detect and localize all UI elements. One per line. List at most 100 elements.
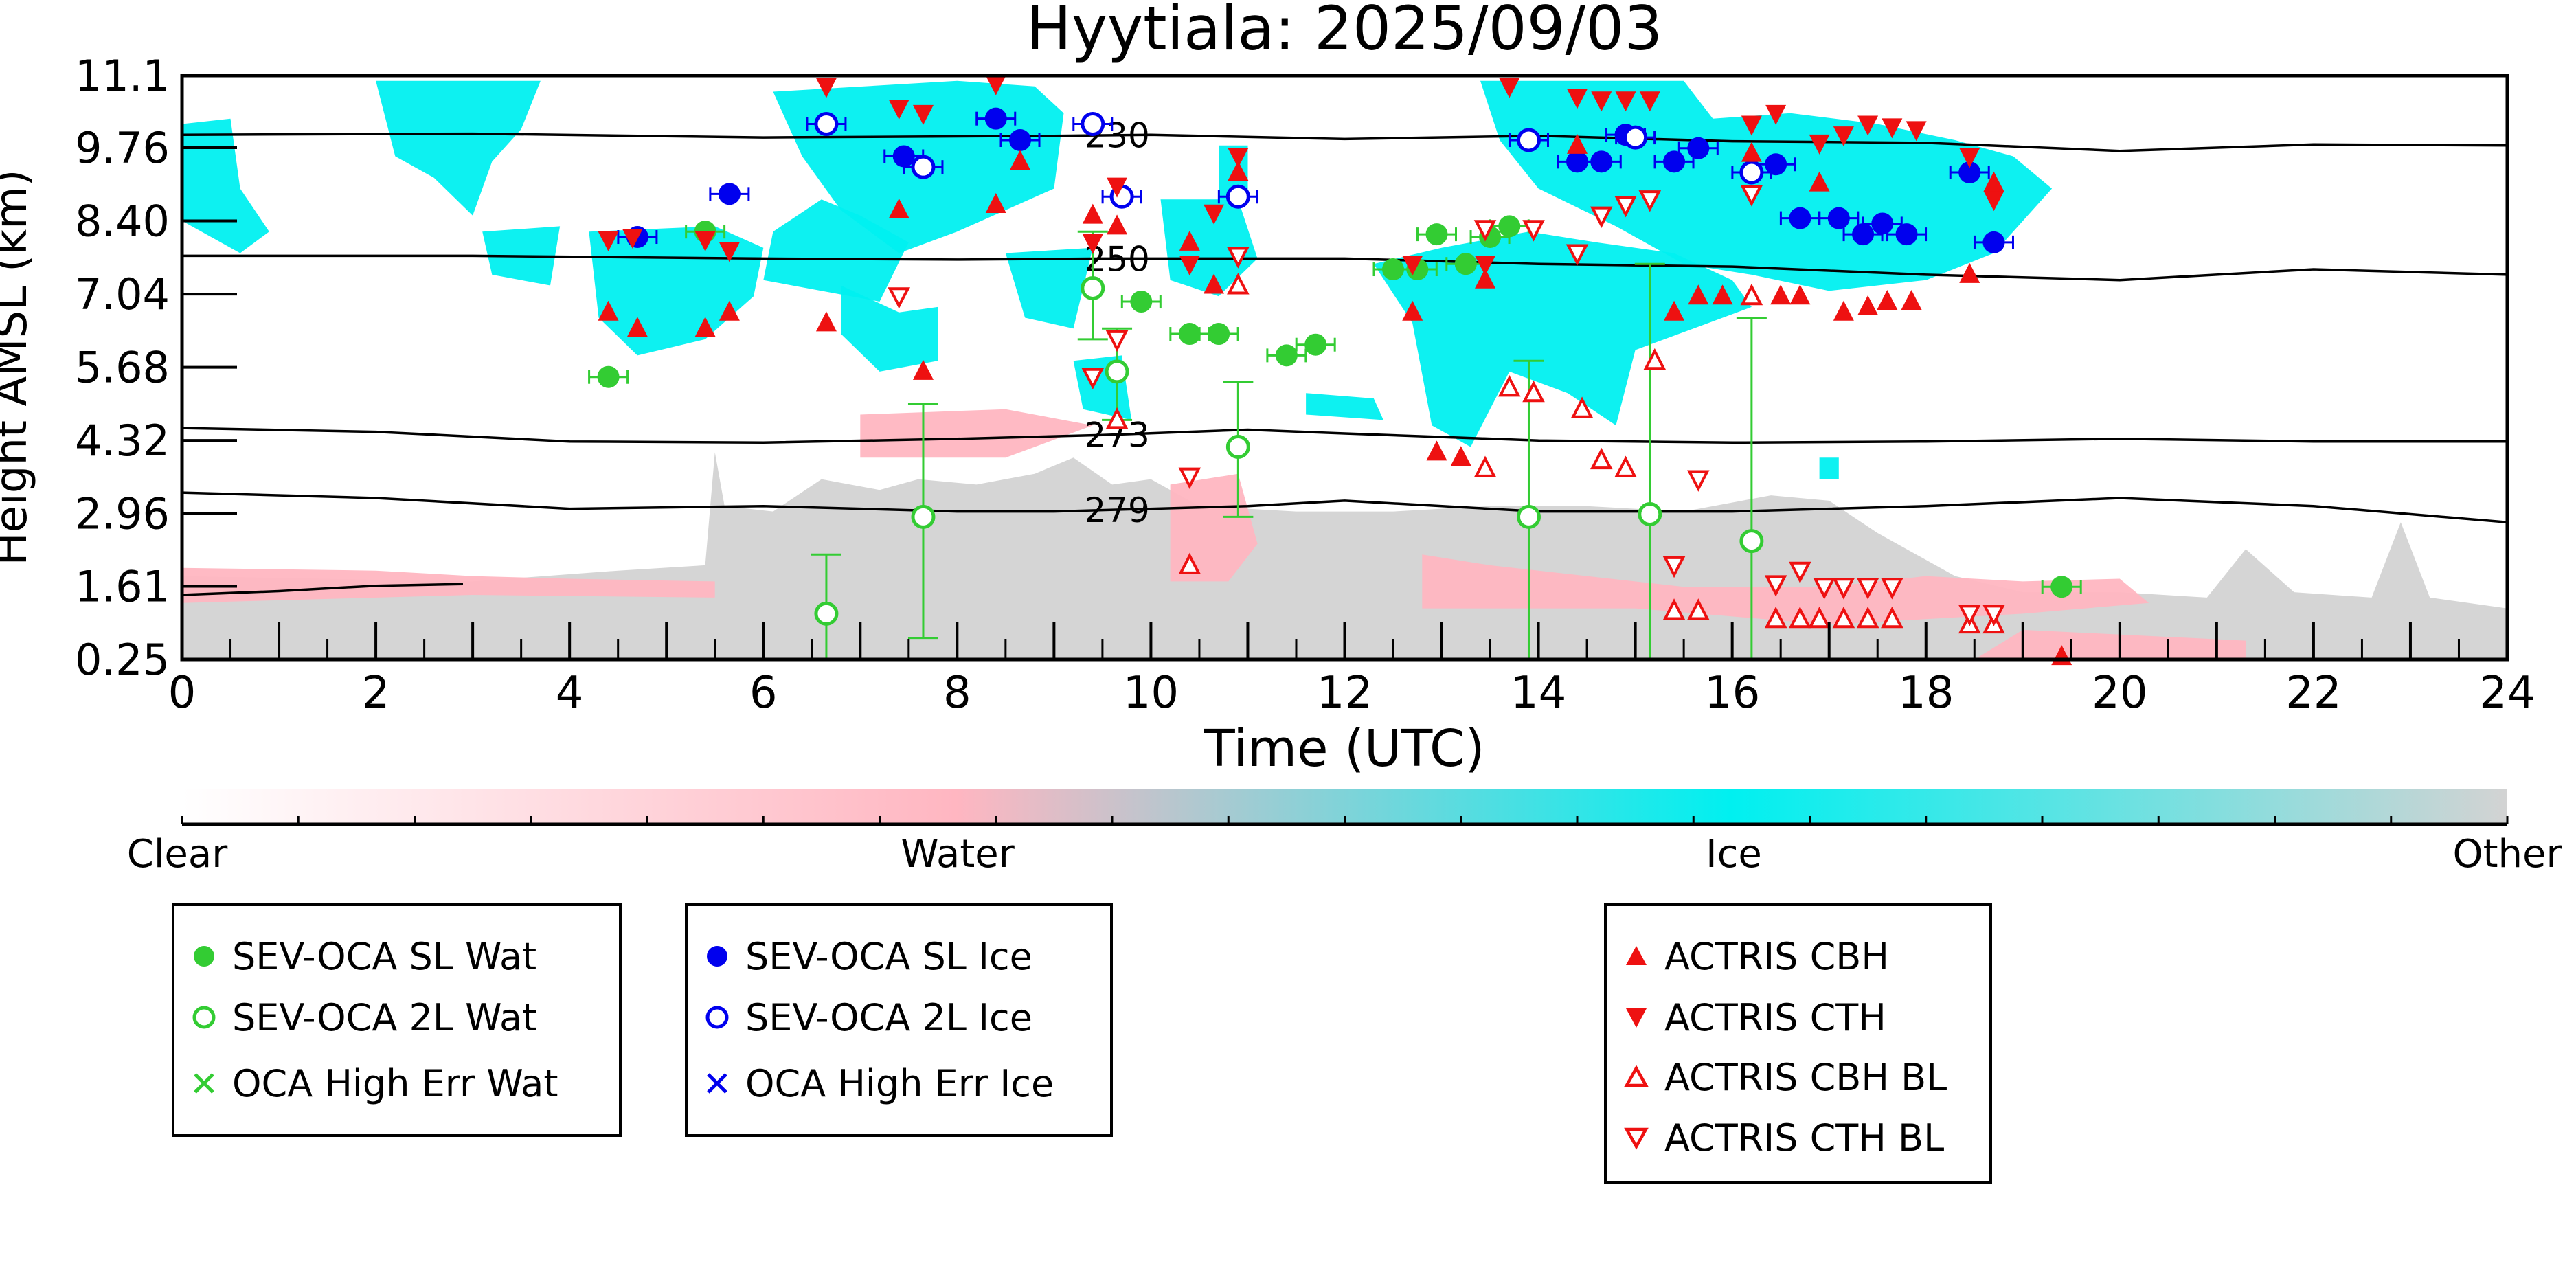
x-tick-label: 14	[1511, 668, 1566, 719]
marker-filled-circle	[1130, 291, 1153, 313]
marker-filled-circle	[1871, 212, 1894, 235]
marker-filled-circle	[1178, 323, 1201, 346]
legend-entry: OCA High Err Ice	[703, 1062, 1054, 1105]
marker-open-triangle-down	[888, 287, 911, 309]
marker-triangle-up	[1567, 133, 1588, 154]
marker-triangle-down	[1882, 118, 1903, 139]
marker-triangle-down	[985, 75, 1006, 95]
legend-label: SEV-OCA SL Ice	[745, 934, 1032, 978]
x-tick-label: 12	[1317, 668, 1372, 719]
contour-line	[182, 583, 464, 596]
marker-filled-circle	[1982, 231, 2005, 253]
marker-triangle-down	[1765, 104, 1787, 125]
marker-triangle-down	[1107, 177, 1128, 198]
marker-triangle-up	[694, 317, 716, 337]
legend-label: OCA High Err Wat	[232, 1061, 558, 1105]
marker-open-circle	[1516, 128, 1541, 152]
marker-triangle-up	[985, 193, 1006, 214]
marker-triangle-up	[1688, 284, 1709, 305]
marker-filled-circle	[1789, 207, 1811, 229]
marker-open-triangle-up	[1105, 407, 1129, 429]
colorbar-label-other: Other	[2452, 832, 2562, 877]
phase-region-ice	[1306, 393, 1383, 420]
open-triangle-up-icon	[1624, 1065, 1649, 1087]
marker-filled-circle	[1454, 253, 1477, 275]
legend-entry: ACTRIS CTH	[1622, 996, 1886, 1039]
marker-triangle-up	[626, 317, 648, 337]
marker-filled-circle	[892, 145, 915, 168]
phase-region-ice	[376, 80, 541, 216]
marker-triangle-up	[1664, 300, 1685, 321]
marker-triangle-up	[1426, 440, 1447, 461]
marker-triangle-up	[1179, 230, 1200, 251]
axes: 0 2 4 6 8 10 12 14 16 18 20 22 240.251.612.964.325.6…	[75, 51, 2535, 719]
marker-triangle-up	[1833, 300, 1854, 321]
marker-open-triangle-up	[1687, 598, 1710, 620]
marker-open-circle	[1105, 359, 1129, 384]
x-tick-label: 8	[943, 668, 971, 719]
marker-filled-circle	[1425, 223, 1448, 246]
marker-open-circle	[911, 504, 936, 529]
marker-triangle-up	[1228, 161, 1249, 181]
marker-open-circle	[1081, 275, 1105, 300]
marker-open-triangle-up	[1740, 283, 1763, 306]
contour-line	[182, 491, 2507, 523]
legend-label: SEV-OCA SL Wat	[232, 934, 537, 978]
triangle-down-icon	[1626, 1008, 1647, 1028]
x-tick-label: 0	[168, 668, 196, 719]
marker-open-triangle-down	[1638, 190, 1662, 212]
phase-region-ice	[182, 118, 269, 253]
contour-label: 279	[1084, 490, 1149, 530]
legend-entry: ACTRIS CTH BL	[1622, 1116, 1944, 1160]
marker-triangle-down	[1809, 134, 1830, 155]
contour-line	[182, 132, 2507, 152]
x-tick-label: 24	[2479, 668, 2535, 719]
legend-entry: SEV-OCA 2L Wat	[190, 995, 537, 1039]
marker-triangle-down	[1906, 121, 1927, 142]
marker-triangle-down	[1959, 148, 1980, 168]
marker-open-circle	[1739, 160, 1764, 185]
y-tick-label: 1.61	[75, 561, 170, 611]
legend-entry: ACTRIS CBH	[1622, 935, 1889, 978]
marker-triangle-up	[1809, 171, 1830, 192]
marker-triangle-down	[1615, 91, 1636, 112]
marker-triangle-up	[1877, 290, 1898, 310]
marker-triangle-up	[1857, 295, 1879, 315]
marker-open-triangle-down	[1958, 605, 1981, 626]
x-tick-label: 18	[1898, 668, 1954, 719]
marker-triangle-up	[1901, 290, 1922, 310]
legend-label: ACTRIS CBH BL	[1664, 1055, 1947, 1099]
marker-open-triangle-down	[1881, 578, 1903, 600]
phase-region-ice	[1160, 199, 1258, 297]
legend-entry: SEV-OCA SL Ice	[703, 934, 1032, 978]
phase-classification-field	[182, 80, 2507, 659]
marker-open-circle	[1638, 501, 1662, 526]
marker-open-triangle-up	[1227, 273, 1250, 295]
x-tick-label: 10	[1123, 668, 1179, 719]
open-triangle-down-icon	[1624, 1127, 1649, 1150]
marker-filled-circle	[1687, 137, 1710, 159]
marker-triangle-up	[1741, 142, 1762, 162]
y-tick-label: 2.96	[75, 489, 170, 539]
marker-triangle-down	[1639, 91, 1660, 112]
marker-open-circle	[1516, 504, 1541, 529]
phase-region-water	[1170, 473, 1258, 582]
data-markers	[588, 75, 2082, 666]
y-tick-label: 9.76	[75, 123, 170, 173]
x-axis-label: Time (UTC)	[1203, 719, 1484, 778]
marker-filled-circle	[1275, 344, 1298, 367]
legend-label: SEV-OCA 2L Wat	[232, 995, 537, 1039]
marker-triangle-up	[1959, 262, 1980, 283]
marker-open-triangle-down	[1614, 196, 1637, 218]
marker-open-triangle-down	[1662, 556, 1686, 578]
marker-filled-circle	[2050, 576, 2073, 598]
marker-triangle-up	[1107, 214, 1128, 235]
marker-open-triangle-up	[1522, 380, 1545, 403]
marker-open-triangle-down	[1789, 561, 1811, 584]
marker-filled-circle	[1208, 323, 1230, 346]
marker-triangle-down	[1833, 126, 1854, 147]
marker-triangle-up	[1082, 203, 1103, 224]
phase-region-ice	[1819, 457, 1839, 479]
